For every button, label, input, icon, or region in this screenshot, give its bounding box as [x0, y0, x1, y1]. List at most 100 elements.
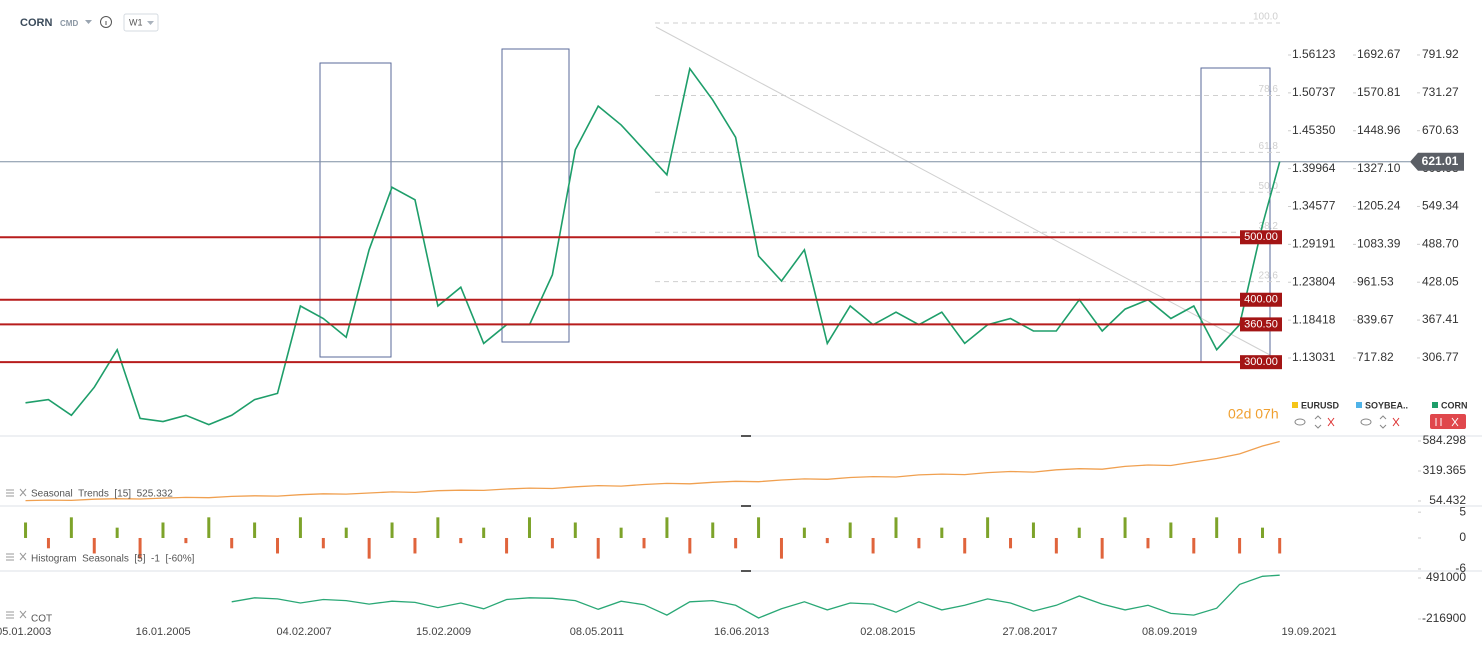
market: CMD	[60, 19, 78, 28]
y-tick-label: 367.41	[1422, 312, 1459, 326]
histogram-bar	[161, 522, 165, 538]
legend-label: EURUSD	[1301, 400, 1340, 410]
y-tick-label: 1083.39	[1357, 237, 1401, 251]
histogram-bar	[1146, 537, 1150, 549]
dropdown-arrow[interactable]	[85, 20, 92, 24]
remove-icon[interactable]	[1327, 417, 1335, 427]
y-tick-label: 1327.10	[1357, 161, 1401, 175]
histogram-bar	[92, 537, 96, 554]
remove-icon[interactable]	[1392, 417, 1400, 427]
fib-label: 78.6	[1259, 84, 1279, 95]
histogram-bar	[1077, 527, 1081, 538]
y-tick-label: 1.34577	[1292, 199, 1336, 213]
histogram-bar	[848, 522, 852, 538]
y-tick-label: 1.39964	[1292, 161, 1336, 175]
y-tick-label: 488.70	[1422, 237, 1459, 251]
x-tick-label: 15.02.2009	[416, 626, 471, 638]
x-tick-label: 08.09.2019	[1142, 626, 1197, 638]
fib-label: 100.0	[1253, 12, 1278, 23]
histogram-bar	[459, 537, 463, 544]
y-tick-label: 1.50737	[1292, 85, 1336, 99]
histogram-bar	[413, 537, 417, 554]
histogram-bar	[825, 537, 829, 544]
panel-icon[interactable]	[6, 488, 27, 497]
y-tick-label: 54.432	[1429, 493, 1466, 507]
panel-label: Seasonal Trends [15] 525.332	[31, 489, 173, 500]
histogram-bar	[688, 537, 692, 554]
histogram-bar	[482, 527, 486, 538]
symbol[interactable]: CORN	[20, 17, 52, 29]
x-tick-label: 16.01.2005	[136, 626, 191, 638]
active-series-controls[interactable]	[1430, 414, 1466, 429]
histogram-bar	[986, 517, 990, 538]
histogram-bar	[253, 522, 257, 538]
y-tick-label: 5	[1459, 504, 1466, 518]
y-tick-label: 0	[1459, 530, 1466, 544]
histogram-bar	[344, 527, 348, 538]
histogram-bar	[665, 517, 669, 538]
x-tick-label: 04.02.2007	[277, 626, 332, 638]
y-tick-label: 731.27	[1422, 85, 1459, 99]
level-tag	[1240, 355, 1282, 370]
fib-label: 61.8	[1259, 141, 1279, 152]
timeframe[interactable]: W1	[129, 17, 143, 27]
fib-label: 38.2	[1259, 221, 1279, 232]
panel-handle[interactable]	[741, 435, 751, 437]
histogram-bar	[1261, 527, 1265, 538]
legend-swatch	[1292, 402, 1298, 408]
histogram-bar	[1031, 522, 1035, 538]
histogram-bar	[321, 537, 325, 549]
panel-handle[interactable]	[741, 570, 751, 572]
histogram-bar	[711, 522, 715, 538]
histogram-bar	[596, 537, 600, 559]
histogram-bar	[46, 537, 50, 549]
y-tick-label: 961.53	[1357, 274, 1394, 288]
legend-label: SOYBEA..	[1365, 400, 1408, 410]
y-tick-label: 584.298	[1423, 433, 1467, 447]
eye-icon[interactable]	[1360, 418, 1372, 426]
histogram-bar	[1100, 537, 1104, 559]
level-label: 400.00	[1244, 294, 1278, 306]
histogram-bar	[527, 517, 531, 538]
x-tick-label: 02.08.2015	[860, 626, 915, 638]
eye-icon[interactable]	[1294, 418, 1306, 426]
legend-swatch	[1356, 402, 1362, 408]
order-icon[interactable]	[1379, 415, 1387, 429]
histogram-bar	[917, 537, 921, 549]
order-icon[interactable]	[1314, 415, 1322, 429]
histogram-bar	[184, 537, 188, 544]
active-series-icons[interactable]	[1435, 417, 1459, 427]
drawing-box	[501, 48, 570, 343]
panel-handle[interactable]	[741, 505, 751, 507]
histogram-bar	[390, 522, 394, 538]
level-label: 500.00	[1244, 231, 1278, 243]
histogram-bar	[894, 517, 898, 538]
histogram-bar	[642, 537, 646, 549]
histogram-bar	[436, 517, 440, 538]
data-line	[25, 66, 1281, 426]
histogram-bar	[734, 537, 738, 549]
histogram-bar	[1238, 537, 1242, 554]
histogram-bar	[276, 537, 280, 554]
legend-controls	[1294, 414, 1466, 429]
histogram-bar	[1054, 537, 1058, 554]
y-tick-label: 1.45350	[1292, 123, 1336, 137]
info-icon[interactable]	[100, 16, 112, 28]
panel-icon[interactable]	[6, 610, 27, 619]
legend-swatch	[1432, 402, 1438, 408]
panel-label: COT	[31, 614, 52, 625]
legend-label: CORN	[1441, 400, 1468, 410]
level-tag	[1240, 292, 1282, 307]
timeframe-box[interactable]	[123, 13, 159, 32]
fib-label: 23.6	[1259, 270, 1279, 281]
histogram-bar	[940, 527, 944, 538]
panel-icon[interactable]	[6, 552, 27, 561]
y-tick-label: 428.05	[1422, 274, 1459, 288]
histogram-bar	[573, 522, 577, 538]
x-tick-label: 19.09.2021	[1282, 626, 1337, 638]
y-tick-label: 491000	[1426, 570, 1466, 584]
histogram-bar	[1123, 517, 1127, 538]
level-label: 300.00	[1244, 356, 1278, 368]
y-tick-label: 319.365	[1423, 463, 1467, 477]
